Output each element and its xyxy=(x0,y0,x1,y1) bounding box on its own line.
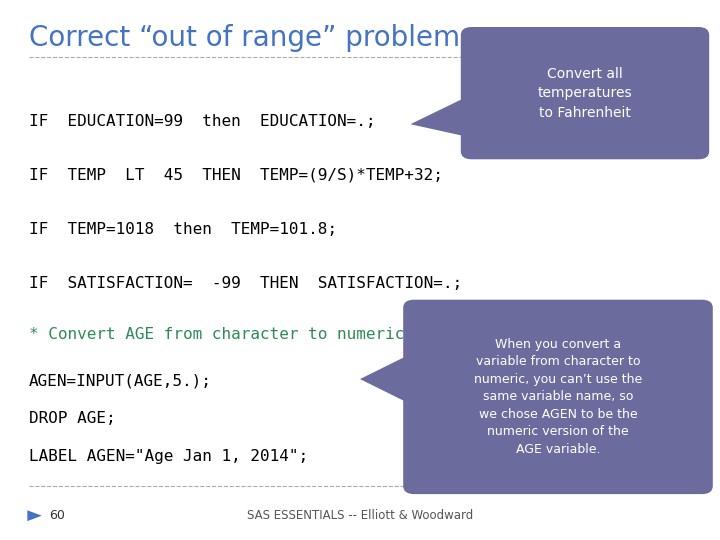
Text: * Convert AGE from character to numeric;: * Convert AGE from character to numeric; xyxy=(29,327,414,342)
Text: IF  EDUCATION=99  then  EDUCATION=.;: IF EDUCATION=99 then EDUCATION=.; xyxy=(29,114,375,129)
FancyBboxPatch shape xyxy=(461,27,709,159)
Text: LABEL AGEN="Age Jan 1, 2014";: LABEL AGEN="Age Jan 1, 2014"; xyxy=(29,449,308,464)
Text: SAS ESSENTIALS -- Elliott & Woodward: SAS ESSENTIALS -- Elliott & Woodward xyxy=(247,509,473,522)
Text: IF  SATISFACTION=  -99  THEN  SATISFACTION=.;: IF SATISFACTION= -99 THEN SATISFACTION=.… xyxy=(29,276,462,291)
Text: IF  TEMP  LT  45  THEN  TEMP=(9/S)*TEMP+32;: IF TEMP LT 45 THEN TEMP=(9/S)*TEMP+32; xyxy=(29,168,443,183)
Text: IF  TEMP=1018  then  TEMP=101.8;: IF TEMP=1018 then TEMP=101.8; xyxy=(29,222,337,237)
Polygon shape xyxy=(27,510,42,521)
Text: Correct “out of range” problems: Correct “out of range” problems xyxy=(29,24,474,52)
Text: AGEN=INPUT(AGE,5.);: AGEN=INPUT(AGE,5.); xyxy=(29,373,212,388)
Text: DROP AGE;: DROP AGE; xyxy=(29,411,115,426)
Polygon shape xyxy=(360,352,414,406)
Text: 60: 60 xyxy=(49,509,65,522)
Polygon shape xyxy=(410,94,472,138)
Text: When you convert a
variable from character to
numeric, you can’t use the
same va: When you convert a variable from charact… xyxy=(474,338,642,456)
FancyBboxPatch shape xyxy=(403,300,713,494)
Text: Convert all
temperatures
to Fahrenheit: Convert all temperatures to Fahrenheit xyxy=(538,66,632,120)
